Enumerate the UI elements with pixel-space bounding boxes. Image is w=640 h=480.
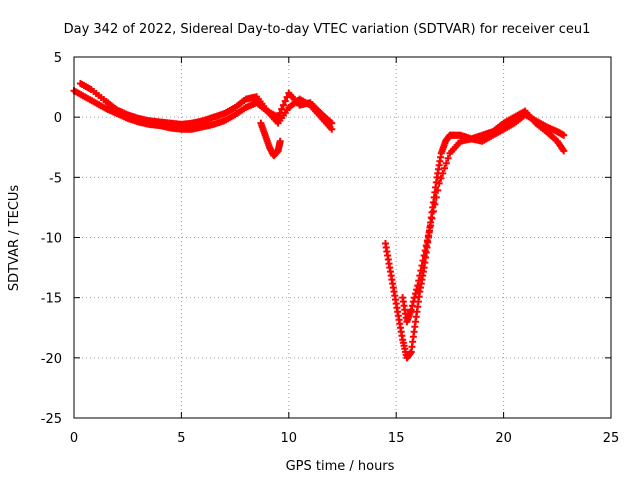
x-tick-label: 5 [177, 431, 185, 446]
data-point [415, 277, 423, 285]
x-tick-label: 10 [281, 431, 298, 446]
data-point [437, 174, 445, 182]
data-point [428, 214, 436, 222]
data-point [432, 193, 440, 201]
series-0 [70, 87, 336, 133]
data-point [435, 179, 443, 187]
data-point [560, 131, 568, 139]
data-point [427, 221, 435, 229]
y-tick-label: -10 [41, 232, 62, 247]
data-point [328, 119, 336, 127]
data-point [276, 137, 284, 145]
data-point [408, 302, 416, 310]
x-tick-label: 15 [388, 431, 405, 446]
data-point [274, 113, 282, 121]
data-point [407, 306, 415, 314]
x-tick-label: 25 [603, 431, 620, 446]
x-axis-label: GPS time / hours [286, 459, 395, 474]
data-point [412, 290, 420, 298]
data-point [276, 109, 284, 117]
y-tick-label: 0 [54, 111, 62, 126]
data-point [281, 97, 289, 105]
data-point [414, 282, 422, 290]
data-point [560, 147, 568, 155]
data-point [409, 298, 417, 306]
data-point [421, 247, 429, 255]
data-points [70, 79, 568, 362]
data-point [434, 186, 442, 194]
x-tick-label: 0 [70, 431, 78, 446]
grid-lines [74, 57, 611, 418]
series-1 [76, 79, 336, 128]
data-point [429, 207, 437, 215]
data-point [410, 294, 418, 302]
y-tick-label: -15 [41, 292, 62, 307]
y-axis-label: SDTVAR / TECUs [7, 185, 22, 292]
data-point [431, 200, 439, 208]
data-point [413, 286, 421, 294]
data-point [328, 125, 336, 133]
data-point [425, 226, 433, 234]
y-tick-label: -5 [49, 171, 62, 186]
data-point [422, 242, 430, 250]
y-tick-label: 5 [54, 51, 62, 66]
y-tick-label: -25 [41, 412, 62, 427]
data-point [439, 169, 447, 177]
data-point [441, 164, 449, 172]
data-point [424, 231, 432, 239]
axis-ticks: 0 5 10 15 20 25 5 0 -5 -10 -15 -20 -25 [41, 51, 620, 446]
data-point [423, 237, 431, 245]
series-4 [399, 107, 568, 326]
y-tick-label: -20 [41, 352, 62, 367]
data-point [416, 272, 424, 280]
data-point [278, 105, 286, 113]
x-tick-label: 20 [495, 431, 512, 446]
data-point [279, 101, 287, 109]
data-point [420, 252, 428, 260]
data-point [417, 267, 425, 275]
data-point [418, 262, 426, 270]
chart-title: Day 342 of 2022, Sidereal Day-to-day VTE… [64, 22, 591, 37]
plot-frame [73, 56, 612, 419]
data-point [444, 154, 452, 162]
series-2 [257, 119, 284, 160]
data-point [442, 159, 450, 167]
series-3 [381, 111, 568, 362]
data-point [419, 257, 427, 265]
